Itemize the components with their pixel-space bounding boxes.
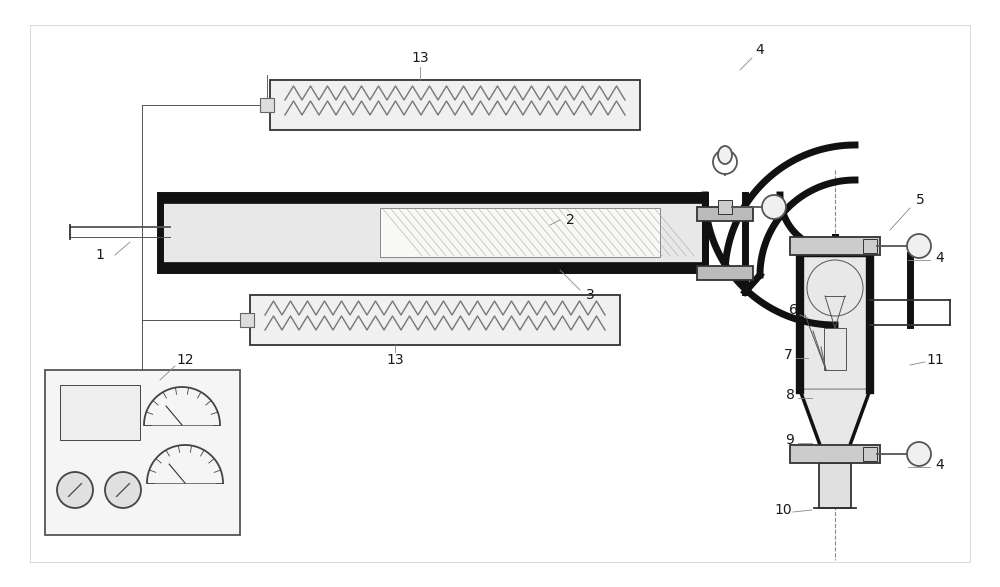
Bar	[863, 447, 877, 461]
Text: 12: 12	[176, 353, 194, 367]
Bar	[160, 195, 705, 203]
Text: 11: 11	[926, 353, 944, 367]
Ellipse shape	[718, 146, 732, 164]
Text: 4: 4	[756, 43, 764, 57]
Circle shape	[907, 442, 931, 466]
Bar	[790, 445, 880, 463]
Bar	[824, 328, 846, 370]
Text: 5: 5	[916, 193, 924, 207]
Bar	[697, 266, 753, 280]
Bar	[160, 262, 705, 270]
Bar	[380, 208, 660, 257]
Text: 4: 4	[936, 458, 944, 472]
Text: 4: 4	[936, 251, 944, 265]
Bar	[697, 207, 753, 221]
Bar	[250, 295, 620, 345]
Text: 3: 3	[586, 288, 594, 302]
Circle shape	[105, 472, 141, 508]
Text: 1: 1	[96, 248, 104, 262]
Text: 2: 2	[566, 213, 574, 227]
Text: 6: 6	[789, 303, 797, 317]
Bar	[45, 370, 240, 535]
Bar	[790, 237, 880, 255]
Text: 8: 8	[786, 388, 794, 402]
Bar	[60, 385, 140, 440]
Bar	[819, 463, 851, 508]
Circle shape	[907, 234, 931, 258]
Circle shape	[762, 195, 786, 219]
Bar	[270, 80, 640, 130]
Bar	[260, 98, 274, 112]
Circle shape	[57, 472, 93, 508]
Text: 13: 13	[386, 353, 404, 367]
Bar	[863, 239, 877, 253]
Text: 10: 10	[774, 503, 792, 517]
Text: 13: 13	[411, 51, 429, 65]
Bar	[718, 200, 732, 214]
Bar	[160, 195, 705, 270]
Text: 7: 7	[784, 348, 792, 362]
Text: 9: 9	[786, 433, 794, 447]
Bar	[240, 313, 254, 327]
Circle shape	[807, 260, 863, 316]
Bar	[800, 255, 870, 390]
Polygon shape	[800, 390, 870, 445]
